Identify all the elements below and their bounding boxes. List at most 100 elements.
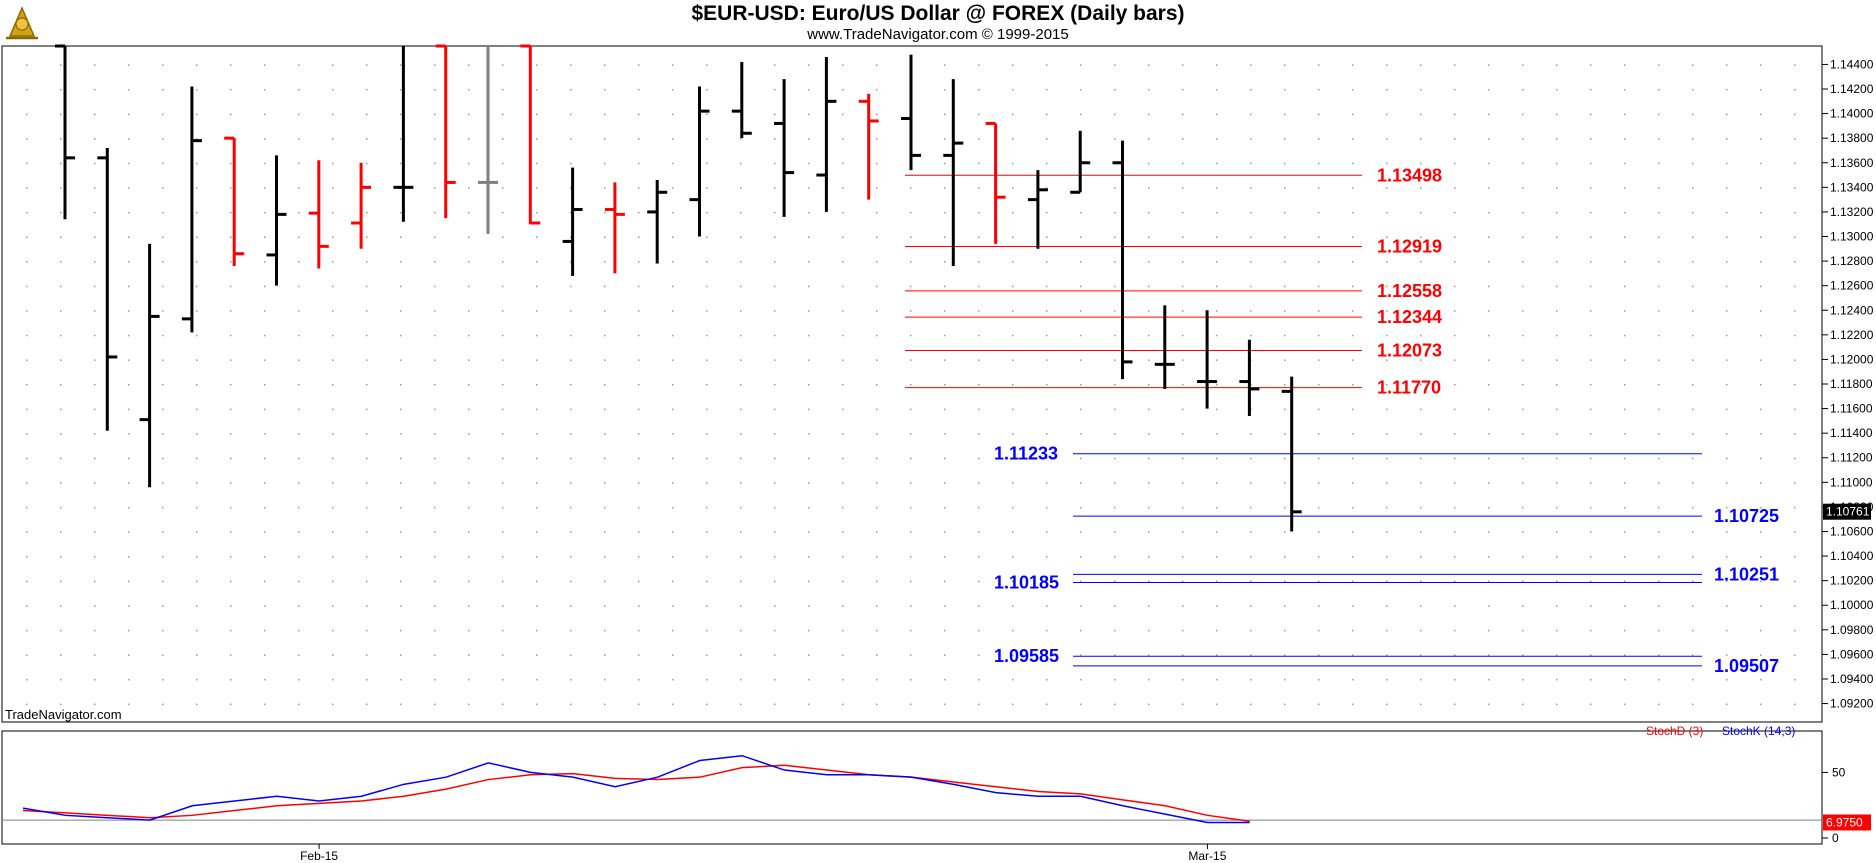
grid-dot [1352, 580, 1354, 583]
grid-dot [1386, 162, 1388, 165]
grid-dot [1148, 457, 1150, 460]
grid-dot [502, 162, 504, 165]
grid-dot [1794, 531, 1796, 533]
grid-dot [264, 457, 266, 460]
grid-dot [604, 334, 606, 337]
grid-dot [196, 629, 198, 632]
grid-dot [1080, 384, 1082, 386]
grid-dot [1148, 64, 1150, 66]
grid-dot [570, 310, 572, 312]
grid-dot [1114, 310, 1116, 312]
grid-dot [94, 113, 96, 116]
blue-level-label-right: 1.09507 [1714, 656, 1779, 676]
grid-dot [1148, 384, 1150, 386]
grid-dot [1556, 556, 1558, 558]
grid-dot [468, 261, 470, 263]
grid-dot [332, 138, 334, 140]
grid-dot [1386, 334, 1388, 337]
grid-dot [876, 408, 878, 411]
grid-dot [1216, 113, 1218, 116]
grid-dot [1624, 580, 1626, 583]
grid-dot [230, 261, 232, 263]
grid-dot [1148, 187, 1150, 189]
grid-dot [1556, 678, 1558, 681]
grid-dot [298, 310, 300, 312]
grid-dot [570, 531, 572, 533]
grid-dot [1488, 113, 1490, 116]
grid-dot [468, 457, 470, 460]
grid-dot [230, 605, 232, 607]
grid-dot [604, 113, 606, 116]
grid-dot [128, 580, 130, 583]
grid-dot [1352, 605, 1354, 607]
legend-stochd: StochD (3) [1646, 724, 1704, 738]
grid-dot [706, 64, 708, 66]
grid-dot [808, 261, 810, 263]
grid-dot [1590, 384, 1592, 386]
grid-dot [1318, 384, 1320, 386]
grid-dot [1658, 506, 1660, 509]
grid-dot [1386, 703, 1388, 706]
grid-dot [1114, 113, 1116, 116]
grid-dot [1046, 506, 1048, 509]
grid-dot [1148, 482, 1150, 484]
grid-dot [1114, 433, 1116, 435]
grid-dot [298, 162, 300, 165]
grid-dot [366, 580, 368, 583]
grid-dot [196, 408, 198, 411]
grid-dot [604, 605, 606, 607]
grid-dot [230, 89, 232, 91]
grid-dot [1216, 703, 1218, 706]
grid-dot [298, 506, 300, 509]
grid-dot [1012, 334, 1014, 337]
grid-dot [910, 605, 912, 607]
grid-dot [196, 162, 198, 165]
grid-dot [196, 211, 198, 214]
grid-dot [808, 310, 810, 312]
grid-dot [366, 113, 368, 116]
grid-dot [1080, 531, 1082, 533]
grid-dot [1488, 162, 1490, 165]
grid-dot [1624, 531, 1626, 533]
grid-dot [1284, 261, 1286, 263]
grid-dot [1250, 433, 1252, 435]
grid-dot [60, 605, 62, 607]
grid-dot [1012, 359, 1014, 361]
grid-dot [1012, 89, 1014, 91]
grid-dot [1386, 678, 1388, 681]
grid-dot [1386, 384, 1388, 386]
grid-dot [366, 138, 368, 140]
grid-dot [60, 113, 62, 116]
y-tick-label: 1.11600 [1830, 402, 1873, 416]
grid-dot [944, 556, 946, 558]
grid-dot [1046, 89, 1048, 91]
grid-dot [944, 310, 946, 312]
grid-dot [672, 162, 674, 165]
grid-dot [808, 605, 810, 607]
grid-dot [230, 408, 232, 411]
stochk-line [22, 754, 1250, 824]
grid-dot [706, 359, 708, 361]
grid-dot [1216, 310, 1218, 312]
grid-dot [1182, 433, 1184, 435]
grid-dot [638, 384, 640, 386]
grid-dot [434, 629, 436, 632]
grid-dot [910, 433, 912, 435]
grid-dot [332, 211, 334, 214]
grid-dot [332, 506, 334, 509]
grid-dot [1182, 531, 1184, 533]
grid-dot [1080, 678, 1082, 681]
grid-dot [672, 556, 674, 558]
grid-dot [230, 506, 232, 509]
grid-dot [1760, 433, 1762, 435]
grid-dot [298, 113, 300, 116]
grid-dot [1760, 187, 1762, 189]
grid-dot [400, 531, 402, 533]
grid-dot [1386, 457, 1388, 460]
grid-dot [468, 64, 470, 66]
grid-dot [842, 359, 844, 361]
grid-dot [1522, 187, 1524, 189]
grid-dot [1114, 531, 1116, 533]
grid-dot [570, 384, 572, 386]
grid-dot [1760, 531, 1762, 533]
